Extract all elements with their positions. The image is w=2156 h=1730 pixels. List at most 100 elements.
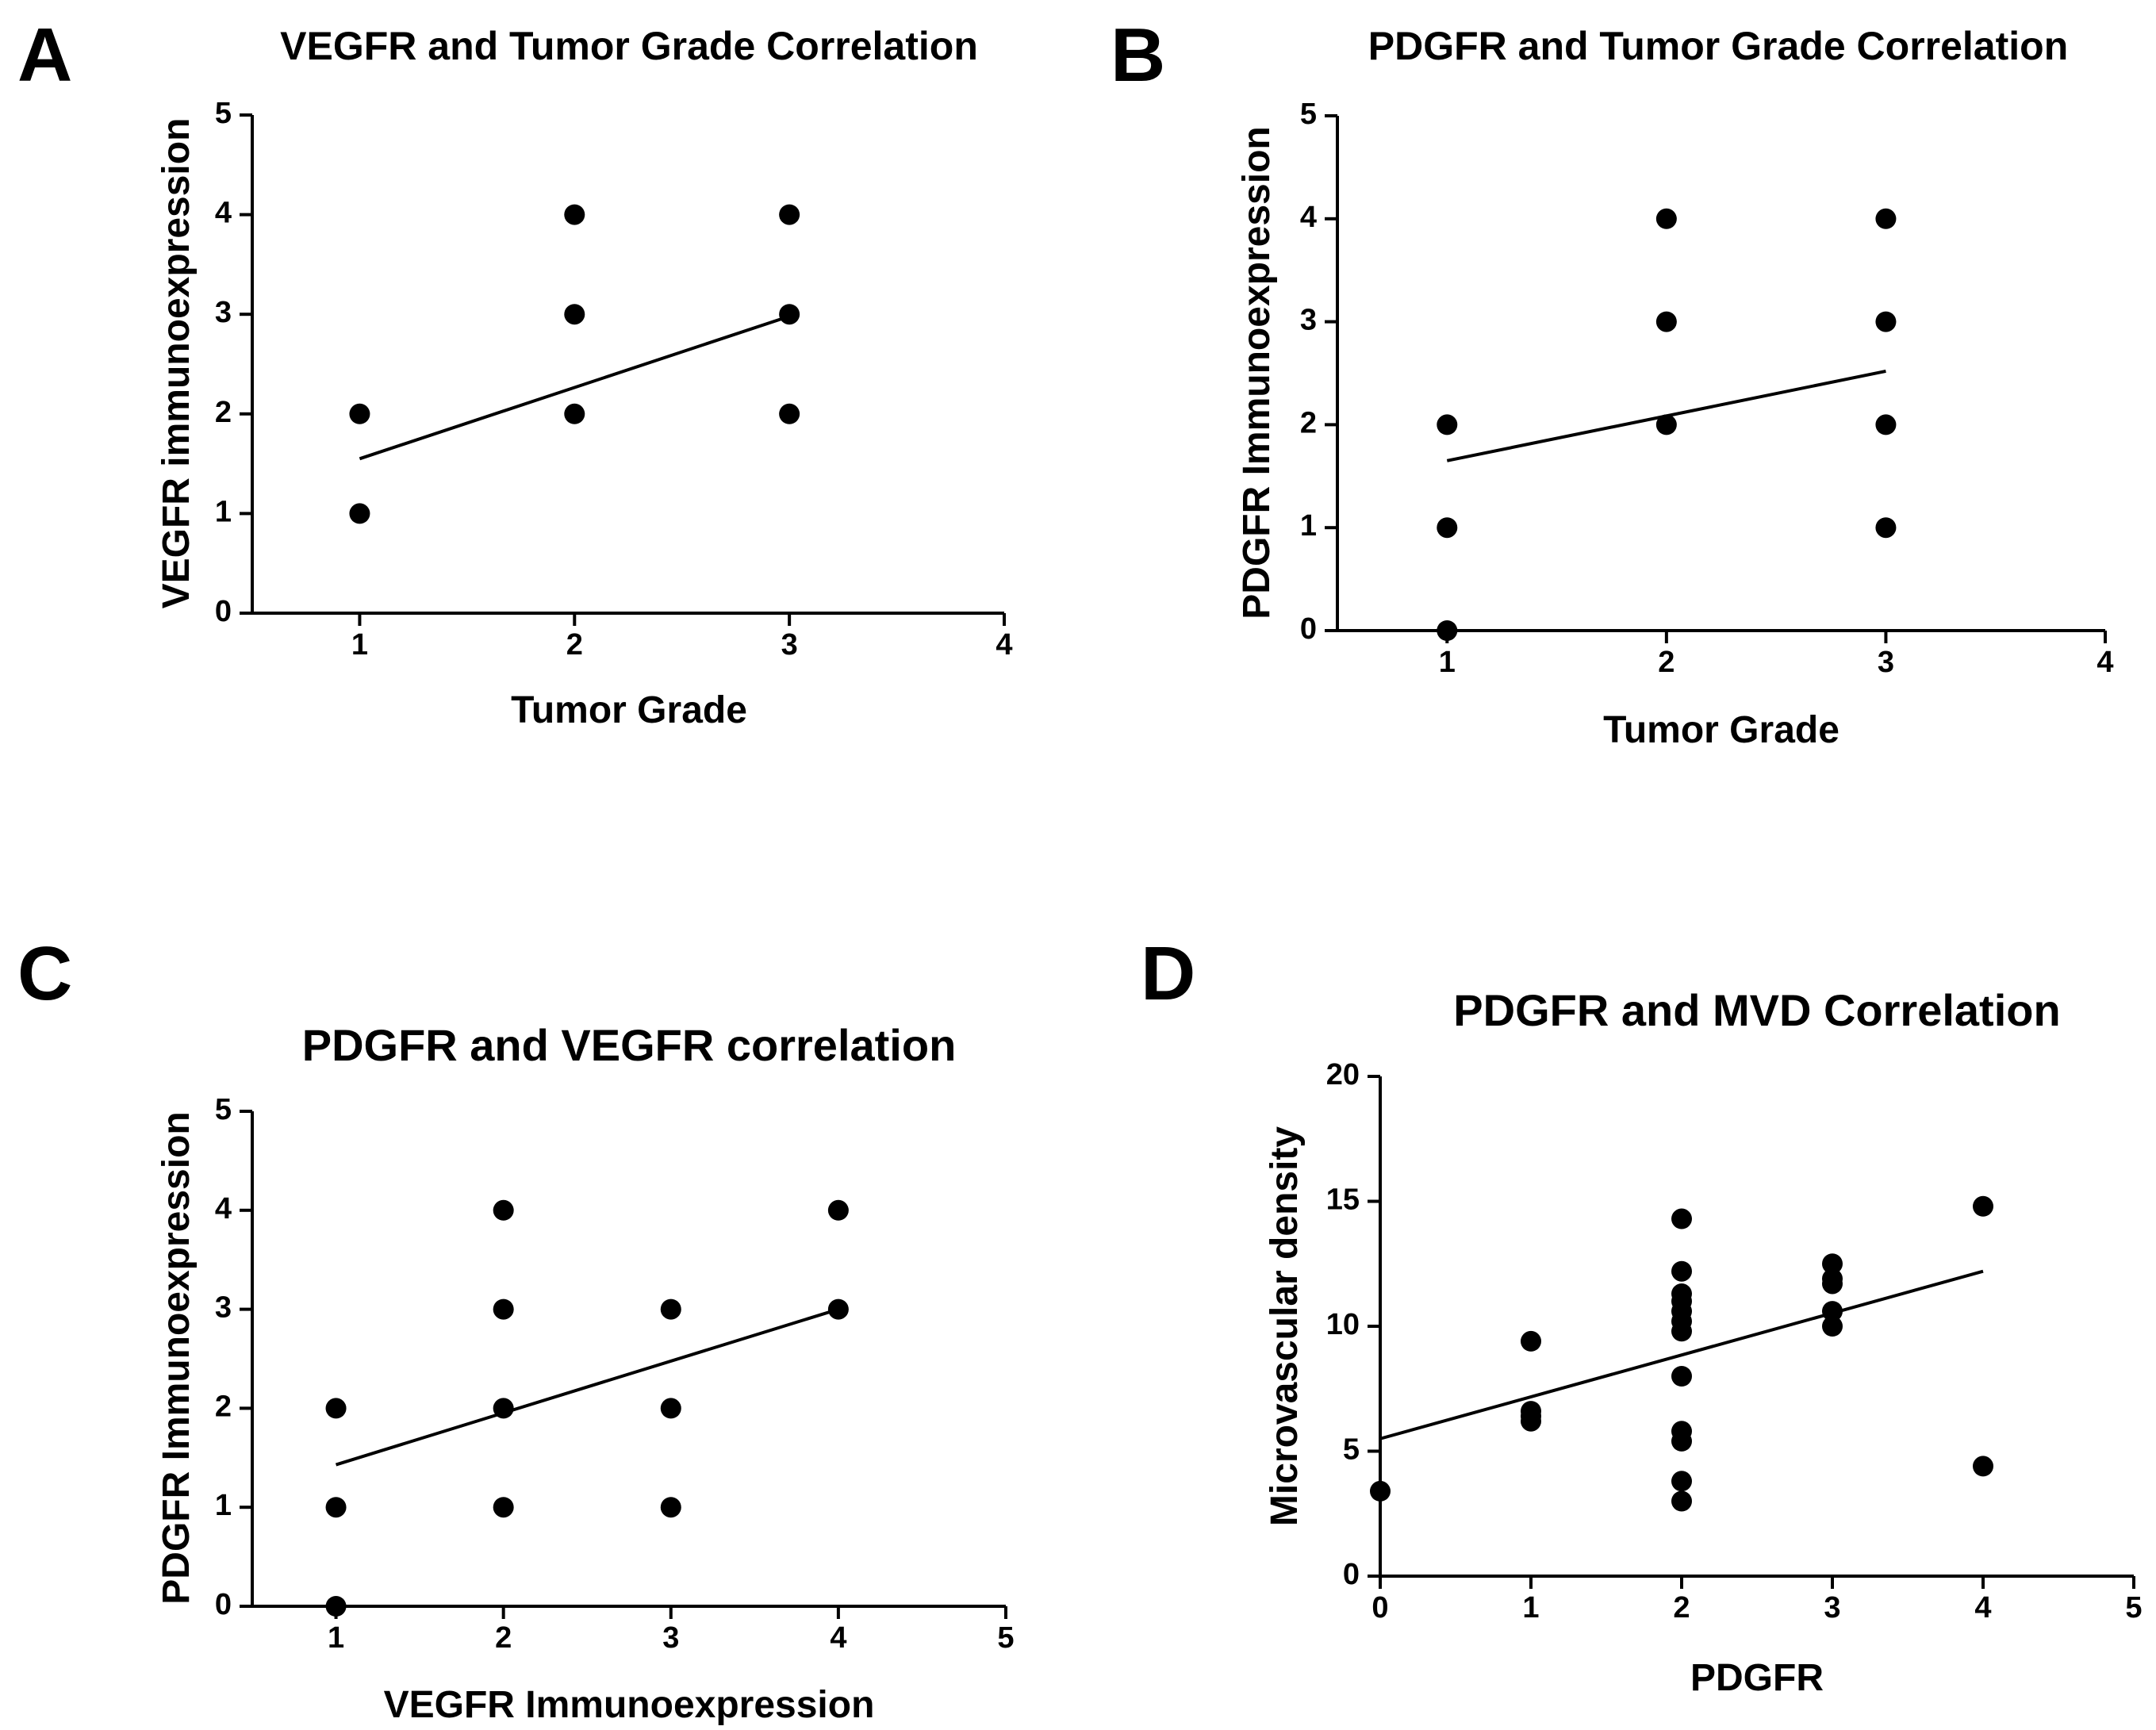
panel-b-y-label: PDGFR Immunoexpression [1236,126,1278,619]
panel-d-x-tick-label: 0 [1371,1591,1388,1625]
panel-b-x-tick-label: 3 [1878,646,1894,679]
panel-a-y-tick-label: 3 [215,296,232,329]
panel-a-x-label: Tumor Grade [511,689,747,731]
panel-letter-b: B [1111,13,1166,98]
panel-d-data-point [1671,1260,1692,1282]
panel-b-data-point [1655,414,1677,435]
panel-a-data-point [349,503,370,524]
panel-c-data-point [493,1298,514,1320]
panel-b-y-tick-label: 0 [1300,612,1317,646]
panel-d-x-label: PDGFR [1690,1657,1824,1699]
panel-c-data-point [493,1398,514,1419]
panel-a-y-label: VEGFR immunoexpression [155,118,198,609]
panel-d-data-point [1521,1410,1541,1432]
panel-d-title: PDGFR and MVD Correlation [1453,985,2060,1035]
panel-d-y-tick-label: 15 [1326,1183,1360,1217]
panel-b-data-point [1875,311,1897,332]
panel-b-x-tick-label: 2 [1658,646,1675,679]
panel-c-y-label: PDGFR Immunoexpression [155,1111,198,1604]
panel-b-chart: PDGFR and Tumor Grade Correlation 0 1 2 3 4 5 1… [1236,24,2114,751]
panel-c-x-tick-label: 4 [830,1621,846,1655]
panel-d-data-point [1973,1195,1993,1217]
panel-b-data-point [1437,620,1458,641]
panel-a-x-tick-label: 2 [566,628,583,662]
panel-d-data-point [1822,1301,1843,1322]
panel-d-data-point [1671,1430,1692,1452]
panel-c-chart: PDGFR and VEGFR correlation 0 1 2 3 4 5 1 2 3 4 5 VE… [155,1020,1015,1726]
panel-a-y-tick-label: 4 [215,197,232,230]
panel-a-data-point [564,304,585,325]
panel-b-data-point [1875,208,1897,229]
panel-c-data-point [493,1199,514,1221]
panel-c-data-point [325,1398,347,1419]
panel-d-data-point [1671,1366,1692,1387]
panel-c-y-tick-label: 0 [215,1588,232,1621]
panel-c-y-tick-label: 4 [215,1192,232,1226]
panel-c-data-point [827,1298,849,1320]
panel-c-title: PDGFR and VEGFR correlation [302,1020,957,1070]
panel-d-data-point [1370,1480,1391,1502]
panel-c-fit-line [335,1307,839,1467]
panel-b-data-point [1875,414,1897,435]
panel-d-y-tick-label: 5 [1343,1433,1360,1467]
panel-b-data-point [1875,517,1897,539]
panel-c-x-tick-label: 2 [495,1621,512,1655]
panel-d-x-tick-label: 4 [1974,1591,1991,1625]
panel-d-data-point [1822,1273,1843,1295]
panel-c-data-point [325,1497,347,1518]
panel-c-x-tick-label: 3 [662,1621,679,1655]
panel-a-data-point [779,403,800,424]
panel-a-x-tick-label: 1 [351,628,368,662]
panel-d-x-tick-label: 2 [1673,1591,1690,1625]
panel-a-data-point [564,204,585,225]
panel-a-x-tick-label: 4 [996,628,1012,662]
panel-b-data-point [1655,311,1677,332]
panel-d-data-point [1671,1490,1692,1512]
panel-a-data-point [564,403,585,424]
panel-b-y-tick-label: 3 [1300,304,1317,337]
panel-d-x-tick-label: 1 [1522,1591,1539,1625]
panel-d-y-label: Microvascular density [1264,1126,1306,1527]
panel-letter-c: C [17,931,73,1016]
panel-a-title: VEGFR and Tumor Grade Correlation [280,24,978,68]
panel-c-data-point [325,1596,347,1617]
panel-c-data-point [660,1298,681,1320]
panel-d-data-point [1973,1456,1993,1477]
panel-c-data-point [660,1398,681,1419]
panel-d-y-tick-label: 10 [1326,1308,1360,1341]
panel-b-title: PDGFR and Tumor Grade Correlation [1368,24,2069,68]
panel-d-data-point [1671,1208,1692,1229]
panel-a-data-point [779,304,800,325]
panel-b-y-tick-label: 2 [1300,406,1317,439]
panel-a-data-point [349,403,370,424]
panel-c-x-tick-label: 1 [328,1621,344,1655]
panel-a-fit-line [359,314,790,461]
panel-d-data-point [1671,1321,1692,1342]
panel-d-data-point [1822,1316,1843,1337]
panel-a-y-tick-label: 0 [215,595,232,628]
panel-a-chart: VEGFR and Tumor Grade Correlation 0 1 2 3 4 5 1… [155,24,1013,731]
panel-a-x-tick-label: 3 [781,628,798,662]
panel-d-y-tick-label: 0 [1343,1558,1360,1591]
panel-d-data-point [1822,1253,1843,1275]
panel-c-y-tick-label: 1 [215,1489,232,1522]
panel-a-data-point [779,204,800,225]
panel-c-x-label: VEGFR Immunoexpression [384,1684,875,1726]
panel-b-x-label: Tumor Grade [1603,709,1840,751]
panel-b-y-tick-label: 4 [1300,201,1317,234]
panel-c-y-tick-label: 3 [215,1291,232,1325]
panel-b-data-point [1437,414,1458,435]
panel-a-y-tick-label: 1 [215,495,232,528]
panel-d-x-tick-label: 3 [1824,1591,1840,1625]
panel-b-y-tick-label: 1 [1300,509,1317,543]
panel-c-y-tick-label: 2 [215,1390,232,1423]
panel-d-fit-line [1379,1269,1984,1440]
panel-d-x-tick-label: 5 [2125,1591,2142,1625]
panel-c-data-point [827,1199,849,1221]
panel-c-y-tick-label: 5 [215,1093,232,1126]
panel-letter-a: A [17,13,73,98]
panel-d-y-tick-label: 20 [1326,1058,1360,1091]
panel-b-x-tick-label: 4 [2097,646,2113,679]
panel-c-x-tick-label: 5 [997,1621,1014,1655]
